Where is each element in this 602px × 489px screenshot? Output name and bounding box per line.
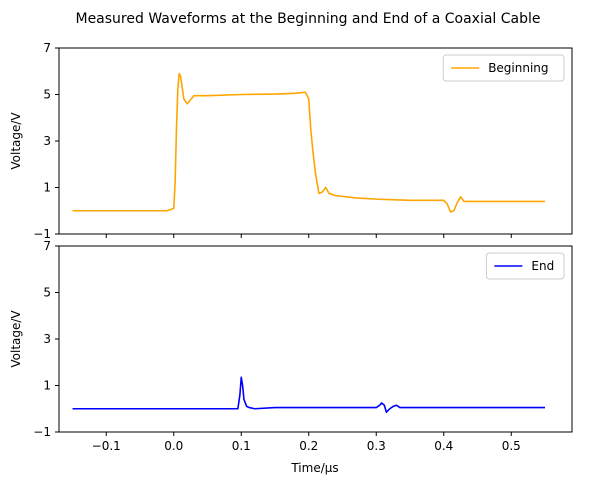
y-tick-label-1-1: 1 xyxy=(43,379,51,393)
x-tick-label-6: 0.5 xyxy=(502,439,521,453)
x-tick-label-2: 0.1 xyxy=(232,439,251,453)
y-tick-label-1-0: −1 xyxy=(33,425,51,439)
top-panel: −1 1 3 5 7 Voltage/V Beginning xyxy=(9,41,573,241)
legend-0 xyxy=(442,54,565,82)
y-tick-label-0-0: −1 xyxy=(33,227,51,241)
y-tick-label-0-1: 1 xyxy=(43,181,51,195)
x-axis-label: Time/µs xyxy=(290,461,338,475)
bottom-panel: −1 1 3 5 7 −0.1 0.0 0.1 0.2 0.3 0.4 0.5 Voltage/V End xyxy=(9,239,573,453)
y-tick-label-1-3: 5 xyxy=(43,286,51,300)
x-tick-label-5: 0.4 xyxy=(434,439,453,453)
legend-1 xyxy=(485,252,565,280)
x-tick-label-4: 0.3 xyxy=(367,439,386,453)
x-tick-label-1: 0.0 xyxy=(164,439,183,453)
y-axis-label-0: Voltage/V xyxy=(9,112,23,170)
series-line-beginning xyxy=(72,72,545,213)
y-axis-label-1: Voltage/V xyxy=(9,310,23,368)
y-tick-label-1-2: 3 xyxy=(43,332,51,346)
y-tick-label-1-4: 7 xyxy=(43,239,51,253)
y-tick-label-0-2: 3 xyxy=(43,134,51,148)
series-line-end xyxy=(72,376,545,414)
legend-label-0: Beginning xyxy=(488,61,548,75)
x-tick-label-0: −0.1 xyxy=(92,439,121,453)
x-tick-label-3: 0.2 xyxy=(299,439,318,453)
legend-label-1: End xyxy=(531,259,554,273)
y-tick-label-0-3: 5 xyxy=(43,88,51,102)
chart-title: Measured Waveforms at the Beginning and … xyxy=(75,11,540,27)
y-tick-label-0-4: 7 xyxy=(43,41,51,55)
